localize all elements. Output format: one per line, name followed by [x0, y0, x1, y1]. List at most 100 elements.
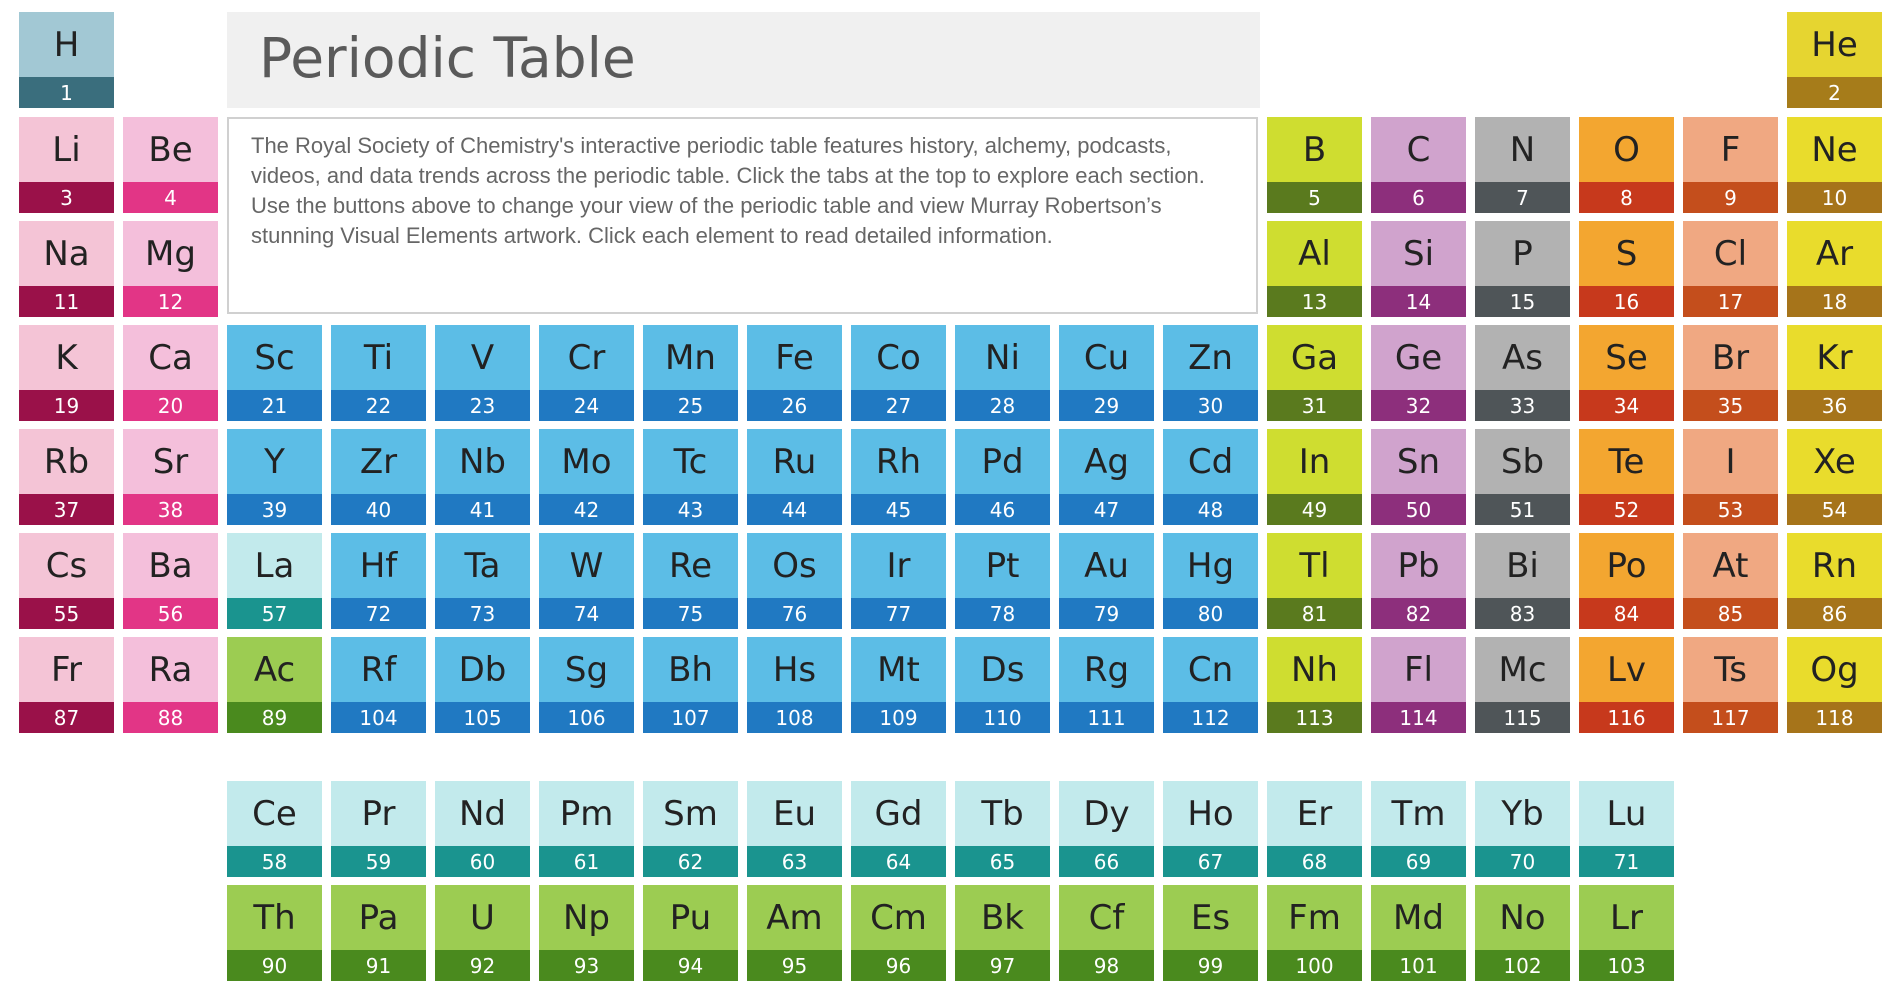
element-tile-au[interactable]: Au 79 — [1059, 533, 1154, 629]
element-tile-cu[interactable]: Cu 29 — [1059, 325, 1154, 421]
element-tile-nb[interactable]: Nb 41 — [435, 429, 530, 525]
element-tile-ds[interactable]: Ds 110 — [955, 637, 1050, 733]
element-tile-pu[interactable]: Pu 94 — [643, 885, 738, 981]
element-tile-cs[interactable]: Cs 55 — [19, 533, 114, 629]
element-tile-cr[interactable]: Cr 24 — [539, 325, 634, 421]
element-tile-ta[interactable]: Ta 73 — [435, 533, 530, 629]
element-tile-lu[interactable]: Lu 71 — [1579, 781, 1674, 877]
element-tile-ho[interactable]: Ho 67 — [1163, 781, 1258, 877]
element-tile-pr[interactable]: Pr 59 — [331, 781, 426, 877]
element-tile-w[interactable]: W 74 — [539, 533, 634, 629]
element-tile-rb[interactable]: Rb 37 — [19, 429, 114, 525]
element-tile-rh[interactable]: Rh 45 — [851, 429, 946, 525]
element-tile-zr[interactable]: Zr 40 — [331, 429, 426, 525]
element-tile-p[interactable]: P 15 — [1475, 221, 1570, 317]
element-tile-in[interactable]: In 49 — [1267, 429, 1362, 525]
element-tile-rn[interactable]: Rn 86 — [1787, 533, 1882, 629]
element-tile-bi[interactable]: Bi 83 — [1475, 533, 1570, 629]
element-tile-rf[interactable]: Rf 104 — [331, 637, 426, 733]
element-tile-ne[interactable]: Ne 10 — [1787, 117, 1882, 213]
element-tile-sb[interactable]: Sb 51 — [1475, 429, 1570, 525]
element-tile-es[interactable]: Es 99 — [1163, 885, 1258, 981]
element-tile-ti[interactable]: Ti 22 — [331, 325, 426, 421]
element-tile-lr[interactable]: Lr 103 — [1579, 885, 1674, 981]
element-tile-na[interactable]: Na 11 — [19, 221, 114, 317]
element-tile-k[interactable]: K 19 — [19, 325, 114, 421]
element-tile-rg[interactable]: Rg 111 — [1059, 637, 1154, 733]
element-tile-re[interactable]: Re 75 — [643, 533, 738, 629]
element-tile-og[interactable]: Og 118 — [1787, 637, 1882, 733]
element-tile-cd[interactable]: Cd 48 — [1163, 429, 1258, 525]
element-tile-no[interactable]: No 102 — [1475, 885, 1570, 981]
element-tile-al[interactable]: Al 13 — [1267, 221, 1362, 317]
element-tile-he[interactable]: He 2 — [1787, 12, 1882, 108]
element-tile-at[interactable]: At 85 — [1683, 533, 1778, 629]
element-tile-si[interactable]: Si 14 — [1371, 221, 1466, 317]
element-tile-sm[interactable]: Sm 62 — [643, 781, 738, 877]
element-tile-ir[interactable]: Ir 77 — [851, 533, 946, 629]
element-tile-tc[interactable]: Tc 43 — [643, 429, 738, 525]
element-tile-md[interactable]: Md 101 — [1371, 885, 1466, 981]
element-tile-pa[interactable]: Pa 91 — [331, 885, 426, 981]
element-tile-as[interactable]: As 33 — [1475, 325, 1570, 421]
element-tile-sg[interactable]: Sg 106 — [539, 637, 634, 733]
element-tile-sc[interactable]: Sc 21 — [227, 325, 322, 421]
element-tile-u[interactable]: U 92 — [435, 885, 530, 981]
element-tile-tb[interactable]: Tb 65 — [955, 781, 1050, 877]
element-tile-fr[interactable]: Fr 87 — [19, 637, 114, 733]
element-tile-cm[interactable]: Cm 96 — [851, 885, 946, 981]
element-tile-am[interactable]: Am 95 — [747, 885, 842, 981]
element-tile-ts[interactable]: Ts 117 — [1683, 637, 1778, 733]
element-tile-ga[interactable]: Ga 31 — [1267, 325, 1362, 421]
element-tile-co[interactable]: Co 27 — [851, 325, 946, 421]
element-tile-fe[interactable]: Fe 26 — [747, 325, 842, 421]
element-tile-ra[interactable]: Ra 88 — [123, 637, 218, 733]
element-tile-cf[interactable]: Cf 98 — [1059, 885, 1154, 981]
element-tile-pb[interactable]: Pb 82 — [1371, 533, 1466, 629]
element-tile-gd[interactable]: Gd 64 — [851, 781, 946, 877]
element-tile-cl[interactable]: Cl 17 — [1683, 221, 1778, 317]
element-tile-li[interactable]: Li 3 — [19, 117, 114, 213]
element-tile-tm[interactable]: Tm 69 — [1371, 781, 1466, 877]
element-tile-s[interactable]: S 16 — [1579, 221, 1674, 317]
element-tile-sr[interactable]: Sr 38 — [123, 429, 218, 525]
element-tile-yb[interactable]: Yb 70 — [1475, 781, 1570, 877]
element-tile-bh[interactable]: Bh 107 — [643, 637, 738, 733]
element-tile-mt[interactable]: Mt 109 — [851, 637, 946, 733]
element-tile-th[interactable]: Th 90 — [227, 885, 322, 981]
element-tile-db[interactable]: Db 105 — [435, 637, 530, 733]
element-tile-eu[interactable]: Eu 63 — [747, 781, 842, 877]
element-tile-nd[interactable]: Nd 60 — [435, 781, 530, 877]
element-tile-hf[interactable]: Hf 72 — [331, 533, 426, 629]
element-tile-ag[interactable]: Ag 47 — [1059, 429, 1154, 525]
element-tile-dy[interactable]: Dy 66 — [1059, 781, 1154, 877]
element-tile-ru[interactable]: Ru 44 — [747, 429, 842, 525]
element-tile-tl[interactable]: Tl 81 — [1267, 533, 1362, 629]
element-tile-te[interactable]: Te 52 — [1579, 429, 1674, 525]
element-tile-lv[interactable]: Lv 116 — [1579, 637, 1674, 733]
element-tile-po[interactable]: Po 84 — [1579, 533, 1674, 629]
element-tile-be[interactable]: Be 4 — [123, 117, 218, 213]
element-tile-ba[interactable]: Ba 56 — [123, 533, 218, 629]
element-tile-mc[interactable]: Mc 115 — [1475, 637, 1570, 733]
element-tile-ni[interactable]: Ni 28 — [955, 325, 1050, 421]
element-tile-mg[interactable]: Mg 12 — [123, 221, 218, 317]
element-tile-hs[interactable]: Hs 108 — [747, 637, 842, 733]
element-tile-bk[interactable]: Bk 97 — [955, 885, 1050, 981]
element-tile-np[interactable]: Np 93 — [539, 885, 634, 981]
element-tile-zn[interactable]: Zn 30 — [1163, 325, 1258, 421]
element-tile-hg[interactable]: Hg 80 — [1163, 533, 1258, 629]
element-tile-ac[interactable]: Ac 89 — [227, 637, 322, 733]
element-tile-xe[interactable]: Xe 54 — [1787, 429, 1882, 525]
element-tile-er[interactable]: Er 68 — [1267, 781, 1362, 877]
element-tile-i[interactable]: I 53 — [1683, 429, 1778, 525]
element-tile-pm[interactable]: Pm 61 — [539, 781, 634, 877]
element-tile-br[interactable]: Br 35 — [1683, 325, 1778, 421]
element-tile-cn[interactable]: Cn 112 — [1163, 637, 1258, 733]
element-tile-mo[interactable]: Mo 42 — [539, 429, 634, 525]
element-tile-fm[interactable]: Fm 100 — [1267, 885, 1362, 981]
